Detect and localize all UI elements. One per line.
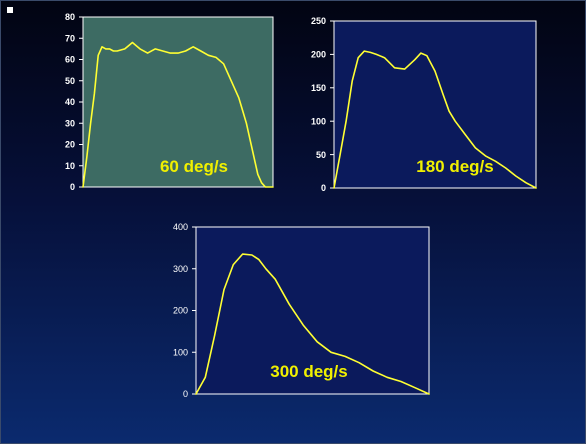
chart-180-deg-per-s: 0 50 100 150 200 250 180 deg/s — [311, 16, 537, 193]
y-tick-label: 10 — [65, 161, 75, 171]
y-tick-label: 50 — [65, 76, 75, 86]
series-line — [195, 253, 430, 395]
y-tick-label: 200 — [311, 50, 326, 60]
chart-60-deg-per-s: 0 10 20 30 40 50 60 70 80 60 deg/s — [65, 12, 274, 192]
y-tick-label: 70 — [65, 33, 75, 43]
y-tick-label: 250 — [311, 16, 326, 26]
y-tick-label: 40 — [65, 97, 75, 107]
plot-area — [82, 16, 274, 188]
y-tick-label: 200 — [173, 306, 188, 316]
chart-speed-label: 300 deg/s — [270, 362, 348, 381]
y-tick-label: 50 — [316, 150, 326, 160]
y-tick-label: 30 — [65, 118, 75, 128]
y-tick-label: 100 — [311, 116, 326, 126]
y-tick-label: 100 — [173, 347, 188, 357]
y-tick-label: 20 — [65, 140, 75, 150]
y-tick-label: 150 — [311, 83, 326, 93]
chart-300-deg-per-s: 0 100 200 300 400 300 deg/s — [173, 222, 430, 399]
chart-speed-label: 60 deg/s — [160, 157, 228, 176]
y-tick-label: 400 — [173, 222, 188, 232]
series-line — [82, 41, 274, 188]
y-tick-label: 60 — [65, 55, 75, 65]
series-line — [333, 50, 537, 189]
chart-speed-label: 180 deg/s — [416, 157, 494, 176]
corner-marker — [7, 7, 13, 13]
y-tick-label: 0 — [70, 182, 75, 192]
y-tick-label: 0 — [321, 183, 326, 193]
y-tick-label: 0 — [183, 389, 188, 399]
y-tick-label: 300 — [173, 264, 188, 274]
plot-area — [333, 20, 537, 189]
plot-area — [195, 226, 430, 395]
y-tick-label: 80 — [65, 12, 75, 22]
